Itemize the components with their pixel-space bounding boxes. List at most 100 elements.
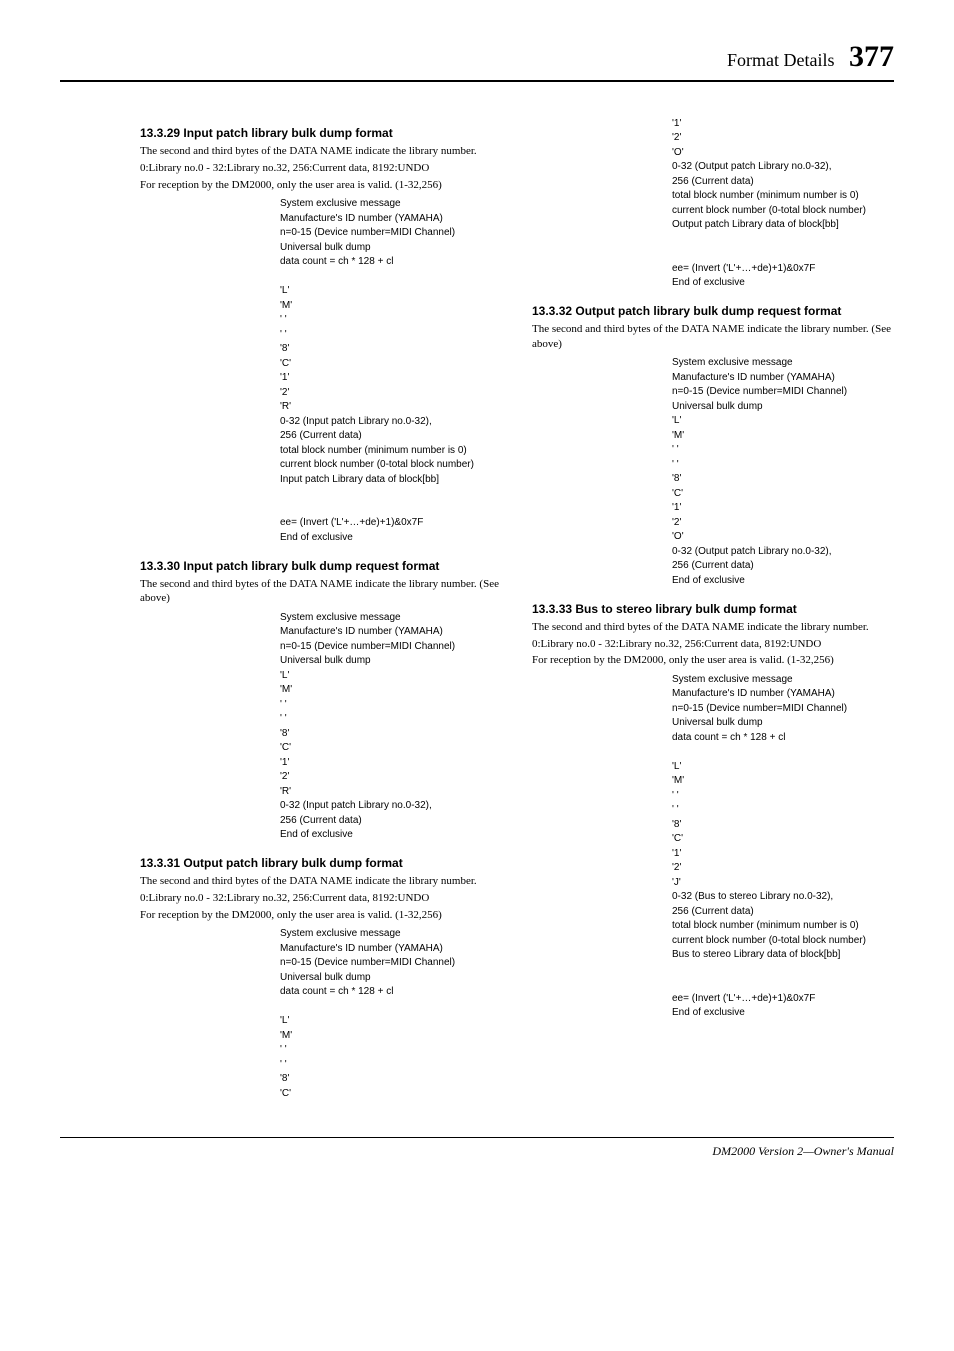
table-row: ee= (Invert ('L'+…+de)+1)&0x7F bbox=[532, 991, 894, 1006]
table-row: ee= (Invert ('L'+…+de)+1)&0x7F bbox=[532, 261, 894, 276]
page-number: 377 bbox=[849, 40, 894, 73]
section-desc: 0:Library no.0 - 32:Library no.32, 256:C… bbox=[532, 637, 894, 652]
table-row: ' ' bbox=[140, 327, 502, 342]
table-row: 0-32 (Output patch Library no.0-32), bbox=[532, 544, 894, 559]
table-row: '8' bbox=[532, 817, 894, 832]
table-row: 256 (Current data) bbox=[532, 559, 894, 574]
table-row: 256 (Current data) bbox=[532, 174, 894, 189]
table-row: 0-32 (Input patch Library no.0-32), bbox=[140, 414, 502, 429]
section-desc: For reception by the DM2000, only the us… bbox=[140, 908, 502, 923]
section-desc: The second and third bytes of the DATA N… bbox=[532, 322, 894, 352]
table-row: 'M' bbox=[140, 298, 502, 313]
table-row: ' ' bbox=[532, 457, 894, 472]
table-row: ee= (Invert ('L'+…+de)+1)&0x7F bbox=[140, 516, 502, 531]
table-row: '2' bbox=[140, 770, 502, 785]
table-row: Manufacture's ID number (YAMAHA) bbox=[140, 211, 502, 226]
section-desc: For reception by the DM2000, only the us… bbox=[532, 653, 894, 668]
data-table: '1''2''O'0-32 (Output patch Library no.0… bbox=[532, 116, 894, 290]
table-row: total block number (minimum number is 0) bbox=[532, 919, 894, 934]
right-column: '1''2''O'0-32 (Output patch Library no.0… bbox=[532, 112, 894, 1107]
table-row: 0-32 (Input patch Library no.0-32), bbox=[140, 799, 502, 814]
table-row: '8' bbox=[532, 472, 894, 487]
table-row: System exclusive message bbox=[532, 356, 894, 371]
section-desc: The second and third bytes of the DATA N… bbox=[140, 144, 502, 159]
table-row: '2' bbox=[532, 515, 894, 530]
table-row: 256 (Current data) bbox=[140, 429, 502, 444]
table-row: '2' bbox=[532, 861, 894, 876]
table-row: 'O' bbox=[532, 145, 894, 160]
table-row: data count = ch * 128 + cl bbox=[140, 255, 502, 270]
table-row: 'R' bbox=[140, 400, 502, 415]
table-row: ' ' bbox=[140, 313, 502, 328]
table-row: current block number (0-total block numb… bbox=[140, 458, 502, 473]
table-row: End of exclusive bbox=[532, 1006, 894, 1021]
table-row: 'L' bbox=[140, 668, 502, 683]
table-row: '1' bbox=[140, 371, 502, 386]
table-row: '8' bbox=[140, 1072, 502, 1087]
section-title: 13.3.29 Input patch library bulk dump fo… bbox=[140, 126, 502, 140]
table-row: n=0-15 (Device number=MIDI Channel) bbox=[140, 226, 502, 241]
table-row: '1' bbox=[140, 755, 502, 770]
table-row bbox=[532, 745, 894, 760]
table-row bbox=[532, 977, 894, 992]
table-row: 0-32 (Output patch Library no.0-32), bbox=[532, 160, 894, 175]
table-row: ' ' bbox=[140, 1057, 502, 1072]
data-table: System exclusive messageManufacture's ID… bbox=[140, 610, 502, 842]
table-row: 'C' bbox=[532, 832, 894, 847]
table-row: 'R' bbox=[140, 784, 502, 799]
table-row: ' ' bbox=[532, 788, 894, 803]
table-row: 'M' bbox=[532, 774, 894, 789]
table-row: 'M' bbox=[140, 1028, 502, 1043]
section-title: 13.3.31 Output patch library bulk dump f… bbox=[140, 856, 502, 870]
table-row: current block number (0-total block numb… bbox=[532, 933, 894, 948]
table-row: n=0-15 (Device number=MIDI Channel) bbox=[140, 956, 502, 971]
table-row: Manufacture's ID number (YAMAHA) bbox=[532, 370, 894, 385]
table-row: '2' bbox=[140, 385, 502, 400]
table-row: Universal bulk dump bbox=[140, 654, 502, 669]
table-row: 'L' bbox=[140, 1014, 502, 1029]
table-row: '8' bbox=[140, 342, 502, 357]
table-row: current block number (0-total block numb… bbox=[532, 203, 894, 218]
table-row: Manufacture's ID number (YAMAHA) bbox=[532, 687, 894, 702]
section-desc: 0:Library no.0 - 32:Library no.32, 256:C… bbox=[140, 891, 502, 906]
data-table: System exclusive messageManufacture's ID… bbox=[532, 356, 894, 588]
left-column: 13.3.29 Input patch library bulk dump fo… bbox=[60, 112, 502, 1107]
table-row: n=0-15 (Device number=MIDI Channel) bbox=[532, 385, 894, 400]
table-row: 'C' bbox=[140, 356, 502, 371]
table-row: Manufacture's ID number (YAMAHA) bbox=[140, 625, 502, 640]
section-desc: The second and third bytes of the DATA N… bbox=[140, 577, 502, 607]
section-desc: 0:Library no.0 - 32:Library no.32, 256:C… bbox=[140, 161, 502, 176]
table-row bbox=[140, 487, 502, 502]
table-row: End of exclusive bbox=[532, 573, 894, 588]
section-desc: The second and third bytes of the DATA N… bbox=[140, 874, 502, 889]
page-header: Format Details 377 bbox=[60, 40, 894, 82]
table-row: 'L' bbox=[140, 284, 502, 299]
table-row: Universal bulk dump bbox=[140, 240, 502, 255]
table-row bbox=[532, 232, 894, 247]
table-row bbox=[532, 962, 894, 977]
table-row bbox=[140, 501, 502, 516]
table-row: System exclusive message bbox=[140, 927, 502, 942]
table-row: Input patch Library data of block[bb] bbox=[140, 472, 502, 487]
section-desc: The second and third bytes of the DATA N… bbox=[532, 620, 894, 635]
table-row: End of exclusive bbox=[140, 530, 502, 545]
table-row: 'J' bbox=[532, 875, 894, 890]
section-desc: For reception by the DM2000, only the us… bbox=[140, 178, 502, 193]
table-row: n=0-15 (Device number=MIDI Channel) bbox=[140, 639, 502, 654]
table-row: ' ' bbox=[532, 443, 894, 458]
table-row: 'L' bbox=[532, 759, 894, 774]
table-row: data count = ch * 128 + cl bbox=[532, 730, 894, 745]
table-row: End of exclusive bbox=[140, 828, 502, 843]
table-row: Universal bulk dump bbox=[140, 970, 502, 985]
table-row: 'M' bbox=[140, 683, 502, 698]
table-row: 'M' bbox=[532, 428, 894, 443]
table-row: 'L' bbox=[532, 414, 894, 429]
table-row: ' ' bbox=[532, 803, 894, 818]
data-table: System exclusive messageManufacture's ID… bbox=[532, 672, 894, 1020]
page-footer: DM2000 Version 2—Owner's Manual bbox=[60, 1137, 894, 1159]
table-row: 256 (Current data) bbox=[532, 904, 894, 919]
table-row bbox=[140, 999, 502, 1014]
table-row: 0-32 (Bus to stereo Library no.0-32), bbox=[532, 890, 894, 905]
section-title: 13.3.30 Input patch library bulk dump re… bbox=[140, 559, 502, 573]
table-row: Universal bulk dump bbox=[532, 399, 894, 414]
